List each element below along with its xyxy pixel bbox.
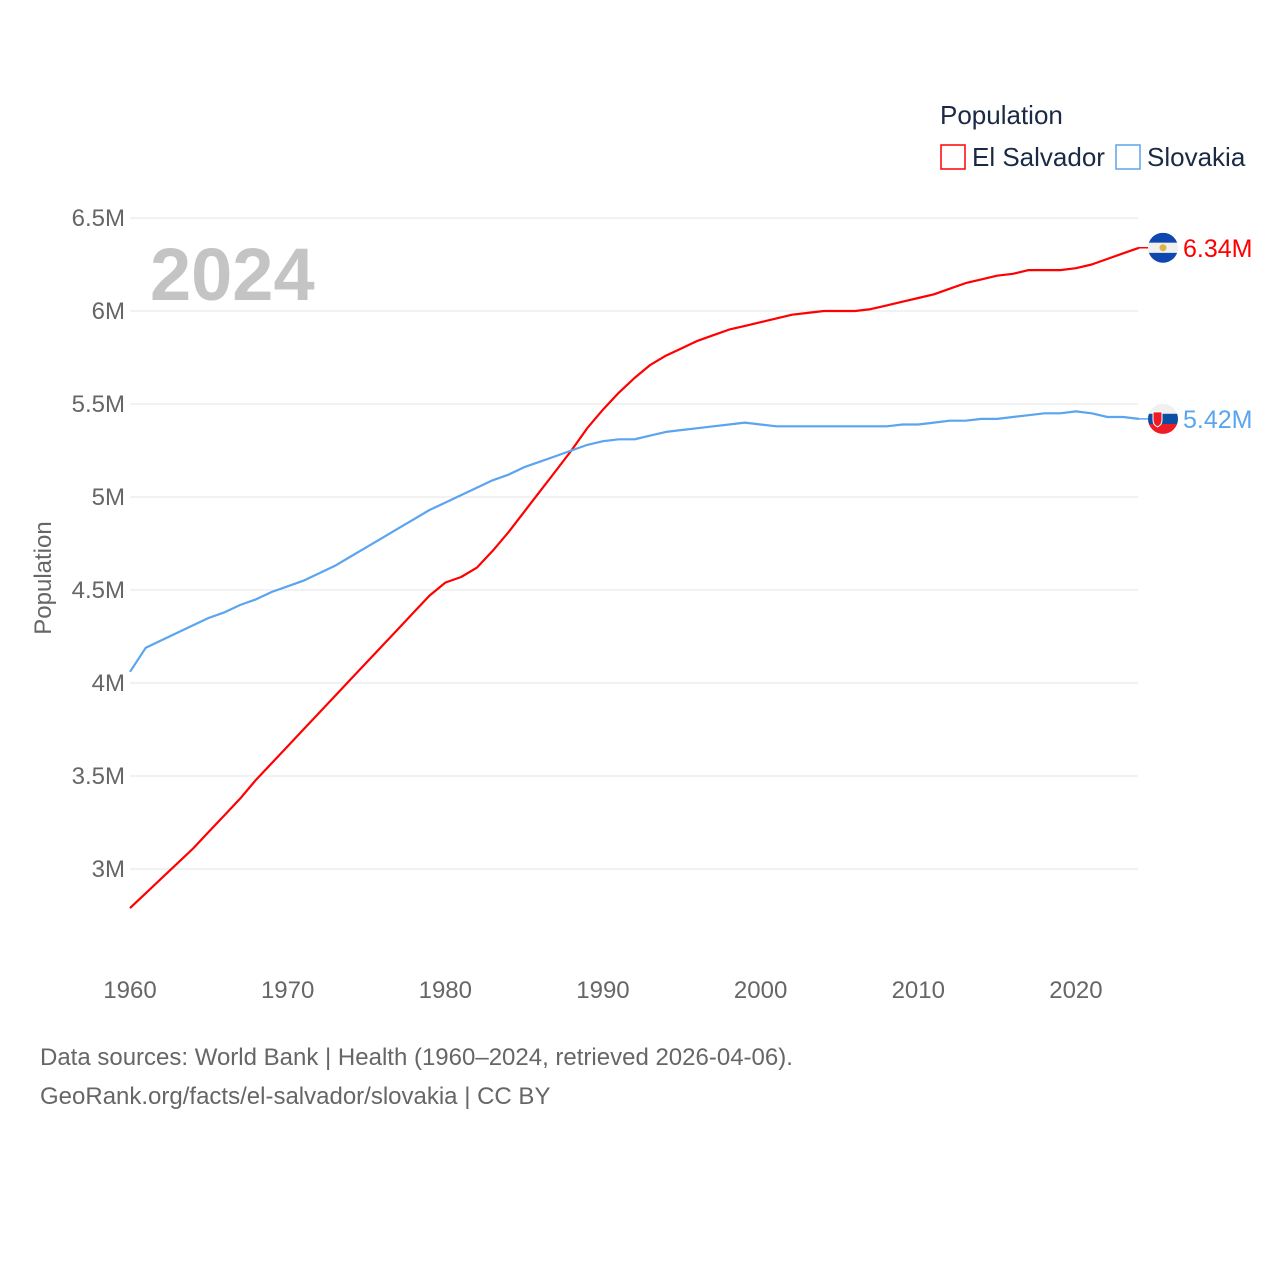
legend-label: El Salvador <box>972 142 1105 172</box>
legend-item-el-salvador[interactable]: El Salvador <box>940 142 1105 172</box>
gridlines <box>130 217 1138 870</box>
flag-stripe <box>1148 423 1178 434</box>
series-lines <box>129 246 1140 909</box>
year-watermark: 2024 <box>150 233 315 316</box>
y-tick-label: 4.5M <box>72 577 125 604</box>
x-tick-label: 1970 <box>261 977 314 1004</box>
y-tick-label: 5.5M <box>72 391 125 418</box>
y-tick-label: 4M <box>92 670 125 697</box>
series-end-labels: 6.34M 5.42M <box>1139 232 1252 434</box>
slovakia-flag-icon <box>1148 403 1178 434</box>
flag-emblem <box>1152 411 1163 428</box>
series-line-slovakia <box>129 410 1140 673</box>
legend[interactable]: El Salvador Slovakia <box>940 142 1246 172</box>
x-tick-label: 2020 <box>1049 977 1102 1004</box>
y-tick-label: 6M <box>92 298 125 325</box>
legend-swatch <box>1115 144 1141 170</box>
legend-title: Population <box>940 100 1063 130</box>
flag-stripe <box>1148 413 1178 425</box>
y-tick-label: 6.5M <box>72 205 125 232</box>
y-axis-ticks: 3M 3.5M 4M 4.5M 5M 5.5M 6M 6.5M <box>72 205 125 883</box>
x-tick-label: 1980 <box>419 977 472 1004</box>
legend-item-slovakia[interactable]: Slovakia <box>1115 142 1246 172</box>
footer-attribution[interactable]: GeoRank.org/facts/el-salvador/slovakia |… <box>40 1083 551 1110</box>
el-salvador-flag-icon <box>1148 232 1178 263</box>
flag-stripe <box>1148 403 1178 415</box>
end-value-label: 5.42M <box>1183 406 1252 434</box>
x-axis-ticks: 1960 1970 1980 1990 2000 2010 2020 <box>103 977 1102 1004</box>
y-axis-label: Population <box>30 521 57 634</box>
series-line-el-salvador <box>129 246 1140 909</box>
flag-emblem <box>1159 244 1167 252</box>
x-tick-label: 1960 <box>103 977 156 1004</box>
legend-swatch <box>940 144 966 170</box>
flag-stripe <box>1148 232 1178 244</box>
footer-sources: Data sources: World Bank | Health (1960–… <box>40 1044 793 1071</box>
y-tick-label: 5M <box>92 484 125 511</box>
x-tick-label: 1990 <box>576 977 629 1004</box>
legend-label: Slovakia <box>1147 142 1246 172</box>
x-tick-label: 2010 <box>892 977 945 1004</box>
y-tick-label: 3M <box>92 856 125 883</box>
y-tick-label: 3.5M <box>72 763 125 790</box>
flag-stripe <box>1148 252 1178 263</box>
end-value-label: 6.34M <box>1183 235 1252 263</box>
x-tick-label: 2000 <box>734 977 787 1004</box>
